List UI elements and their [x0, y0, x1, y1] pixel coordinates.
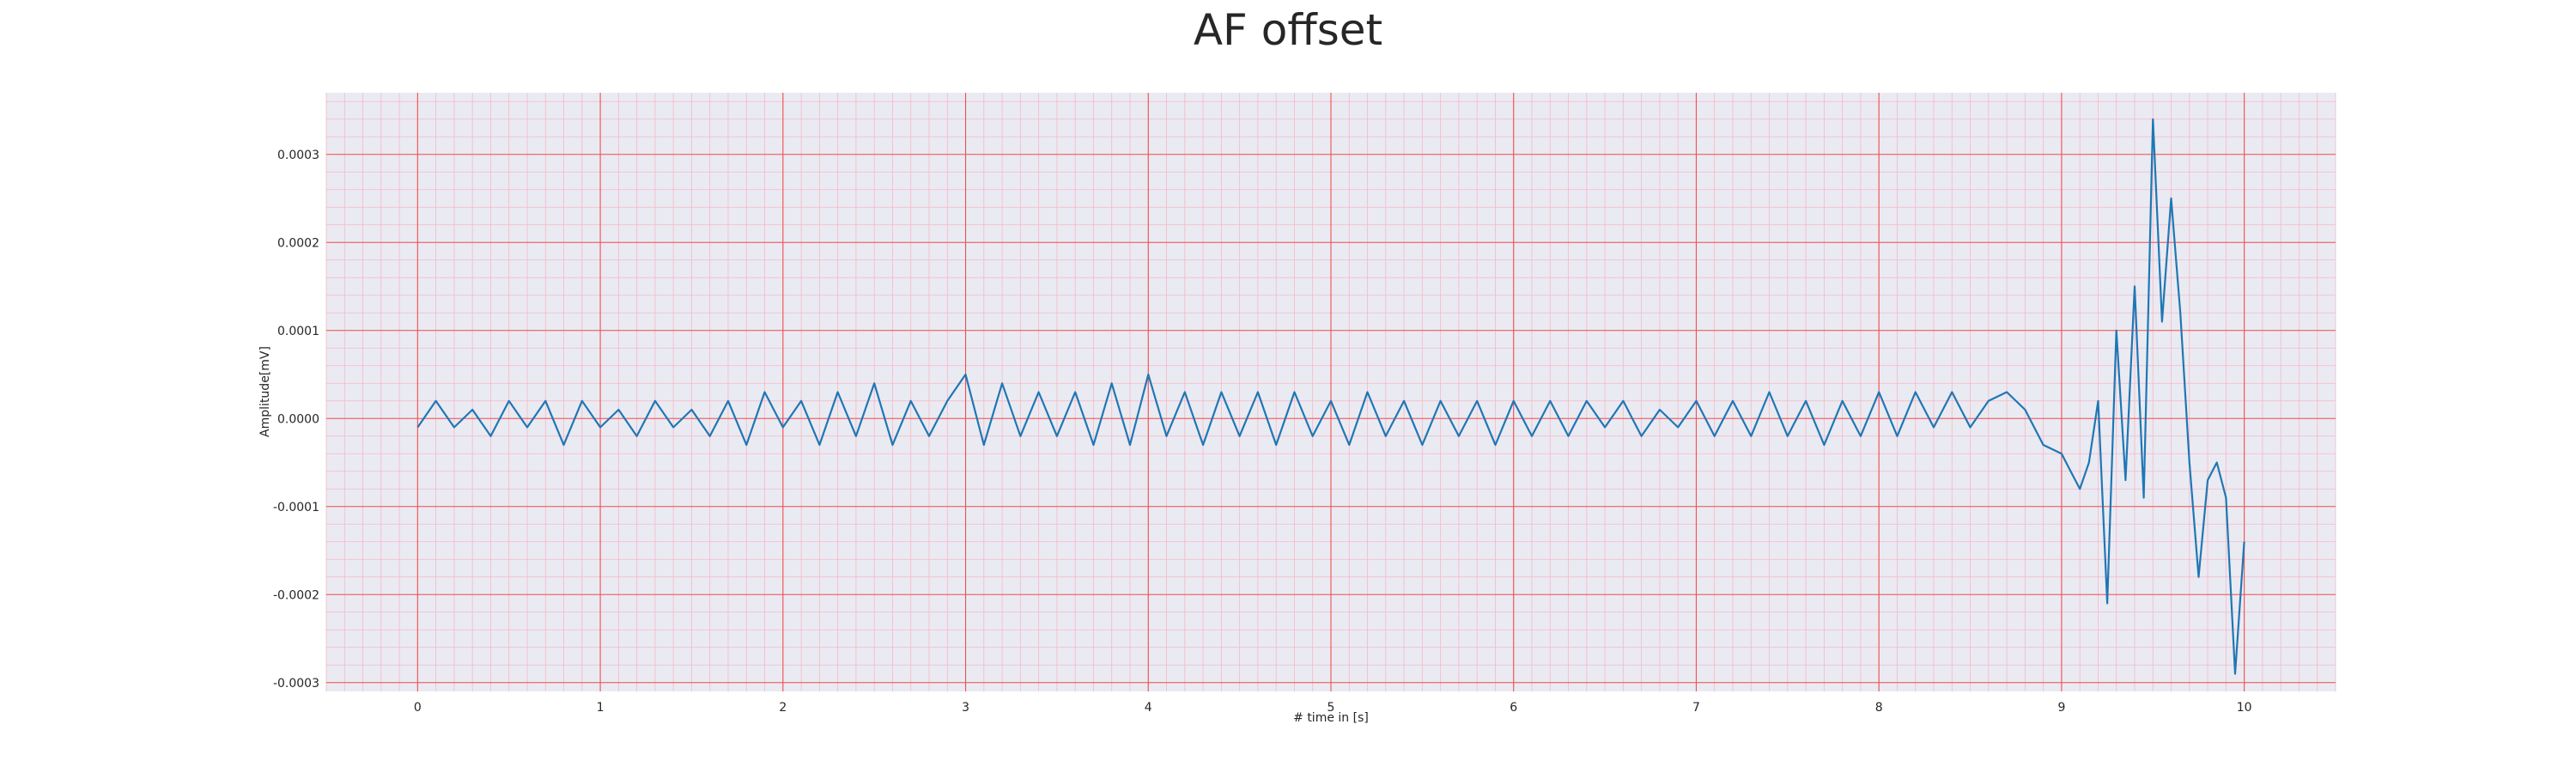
x-tick-label: 4 — [1145, 701, 1152, 715]
x-tick-label: 10 — [2237, 701, 2252, 715]
x-tick-label: 0 — [414, 701, 422, 715]
x-tick-label: 3 — [962, 701, 969, 715]
y-axis-label: Amplitude[mV] — [258, 346, 272, 437]
chart-title: AF offset — [1194, 5, 1382, 55]
x-tick-label: 2 — [779, 701, 787, 715]
y-tick-label: -0.0002 — [273, 588, 319, 602]
x-tick-label: 9 — [2057, 701, 2065, 715]
x-tick-label: 6 — [1510, 701, 1517, 715]
y-tick-label: -0.0003 — [273, 677, 319, 691]
x-tick-label: 8 — [1875, 701, 1883, 715]
x-tick-label: 7 — [1692, 701, 1700, 715]
y-tick-label: 0.0001 — [277, 325, 319, 338]
y-tick-labels: 0.0003 0.0002 0.0001 0.0000 -0.0001 -0.0002 -0… — [273, 149, 319, 691]
x-tick-label: 5 — [1327, 701, 1335, 715]
y-tick-label: 0.0000 — [277, 412, 319, 426]
major-grid — [326, 93, 2336, 691]
y-tick-label: 0.0002 — [277, 236, 319, 250]
y-tick-label: 0.0003 — [277, 149, 319, 162]
x-tick-labels: 0 1 2 3 4 5 6 7 8 9 10 — [414, 701, 2252, 715]
y-tick-label: -0.0001 — [273, 501, 319, 514]
series-line — [416, 118, 2245, 675]
x-tick-label: 1 — [597, 701, 605, 715]
x-axis-label: # time in [s] — [1293, 711, 1369, 725]
